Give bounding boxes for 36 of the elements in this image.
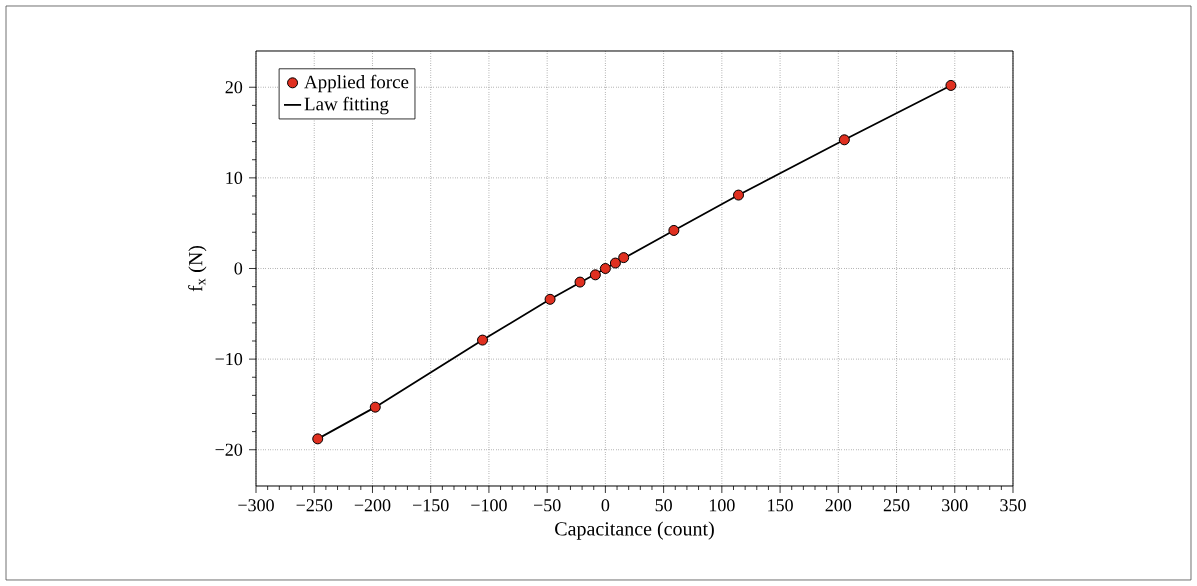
point (589, 269, 601, 281)
x-tick-label: −150 (413, 499, 449, 512)
x-tick-label: −50 (533, 499, 561, 512)
point (838, 134, 850, 146)
x-tick-label: 300 (942, 499, 968, 512)
legend-label: Applied force (304, 74, 409, 93)
x-axis-title: Capacitance (count) (555, 521, 714, 540)
point (618, 252, 630, 264)
y-tick-label: −10 (215, 353, 243, 366)
x-tick-label: 350 (1000, 499, 1026, 512)
y-tick-label: 20 (225, 81, 243, 94)
point (609, 257, 621, 269)
y-tick-label: 10 (226, 171, 243, 184)
point (544, 293, 556, 305)
point (945, 79, 957, 91)
x-tick-label: −100 (471, 499, 507, 512)
x-tick-label: 0 (601, 499, 610, 512)
x-tick-label: 150 (768, 499, 793, 512)
point (312, 433, 324, 445)
point (599, 262, 611, 274)
legend-label: Law fitting (304, 96, 389, 115)
y-tick-label: −20 (215, 443, 243, 456)
y-tick-label: 0 (234, 262, 243, 275)
point (733, 189, 744, 201)
point (574, 276, 586, 288)
x-tick-label: 50 (655, 499, 672, 512)
point (668, 224, 680, 236)
x-tick-label: −300 (238, 499, 274, 512)
x-tick-label: −250 (296, 499, 333, 512)
x-tick-label: −200 (354, 499, 391, 512)
x-tick-label: 250 (883, 499, 910, 512)
point (477, 334, 489, 346)
x-tick-label: 100 (709, 499, 735, 512)
point (369, 401, 381, 413)
x-tick-label: 200 (825, 499, 852, 512)
y-axis-title: f$_{x}$ (N) (188, 245, 207, 292)
